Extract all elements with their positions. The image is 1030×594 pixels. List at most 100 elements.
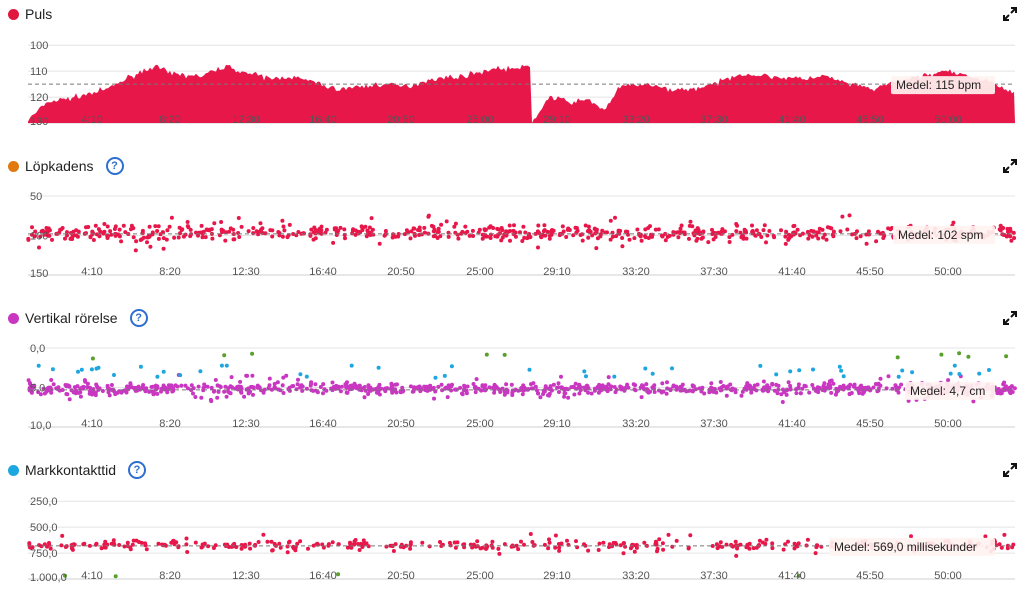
average-label-text: Medel: 102 spm <box>898 228 983 242</box>
data-point <box>436 226 441 231</box>
data-point <box>999 545 1004 550</box>
data-point <box>572 392 577 397</box>
data-point <box>453 221 458 226</box>
x-tick-label: 45:50 <box>856 114 884 126</box>
data-point <box>665 234 670 239</box>
data-point <box>371 232 376 237</box>
data-point <box>827 379 832 384</box>
data-point <box>396 232 401 236</box>
data-point <box>223 238 228 243</box>
data-point <box>188 227 193 232</box>
data-point <box>734 229 739 234</box>
data-point <box>754 228 759 233</box>
data-point <box>702 391 707 396</box>
expand-icon[interactable] <box>1002 462 1018 478</box>
data-point <box>38 392 43 397</box>
data-point <box>590 233 595 238</box>
data-point <box>219 220 224 224</box>
data-point <box>724 393 729 398</box>
data-point <box>338 225 343 230</box>
x-tick-label: 16:40 <box>309 570 337 582</box>
data-point <box>831 234 836 239</box>
data-point <box>542 389 547 394</box>
data-point <box>619 385 624 390</box>
data-point <box>231 227 236 232</box>
data-point <box>167 224 172 229</box>
data-point <box>682 232 687 237</box>
data-point <box>102 222 107 226</box>
data-point <box>322 387 327 392</box>
lopkadens-title: Löpkadens <box>25 158 94 174</box>
data-point <box>319 231 324 236</box>
data-point <box>899 382 904 387</box>
data-point <box>431 385 436 390</box>
data-point <box>475 539 480 544</box>
data-point <box>786 380 791 385</box>
markkontakttid-help-icon[interactable]: ? <box>128 461 147 479</box>
data-point <box>596 548 601 552</box>
puls-title: Puls <box>25 6 53 22</box>
data-point <box>49 378 54 382</box>
data-point <box>117 227 122 232</box>
data-point <box>360 545 365 549</box>
data-point <box>462 383 467 388</box>
data-point <box>109 383 114 387</box>
data-point <box>417 228 422 233</box>
data-point <box>239 224 244 229</box>
data-point <box>370 227 375 232</box>
data-point <box>580 238 585 243</box>
data-point <box>186 225 191 230</box>
data-point <box>678 226 683 231</box>
data-point <box>1004 234 1009 239</box>
expand-icon[interactable] <box>1002 158 1018 174</box>
average-label-bg <box>893 225 995 244</box>
data-point <box>94 382 99 387</box>
data-point <box>1000 226 1005 231</box>
data-point <box>825 225 830 230</box>
data-point <box>213 378 218 382</box>
data-point <box>196 233 200 238</box>
data-point <box>766 389 771 394</box>
data-point <box>155 391 160 396</box>
data-point <box>313 228 318 233</box>
data-point <box>871 385 876 390</box>
data-point <box>600 383 605 388</box>
vertikal-help-icon[interactable]: ? <box>129 309 148 327</box>
data-point <box>656 227 661 232</box>
data-point <box>776 383 781 388</box>
data-point <box>353 538 358 542</box>
data-point <box>431 234 436 239</box>
data-point <box>141 235 146 240</box>
expand-icon[interactable] <box>1002 6 1018 22</box>
data-point <box>710 227 714 232</box>
data-point <box>951 220 956 225</box>
x-tick-label: 25:00 <box>466 114 494 126</box>
data-point <box>86 225 91 229</box>
data-point <box>281 391 286 395</box>
expand-icon[interactable] <box>1002 310 1018 326</box>
data-point <box>893 383 898 388</box>
data-point <box>280 218 285 223</box>
data-point <box>101 231 106 236</box>
data-point <box>145 235 150 240</box>
data-point <box>65 230 69 235</box>
data-point <box>1008 229 1013 233</box>
data-point <box>209 399 214 404</box>
data-point <box>838 229 843 234</box>
outlier-point <box>788 369 793 374</box>
data-point <box>223 384 228 389</box>
data-point <box>770 541 775 546</box>
data-point <box>629 544 634 549</box>
data-point <box>295 382 300 387</box>
data-point <box>315 390 320 395</box>
x-tick-label: 50:00 <box>934 114 962 126</box>
x-tick-label: 25:00 <box>466 418 494 430</box>
data-point <box>538 234 543 239</box>
outlier-point <box>433 375 438 380</box>
data-point <box>601 540 606 545</box>
lopkadens-help-icon[interactable]: ? <box>105 157 124 175</box>
data-point <box>772 235 777 240</box>
data-point <box>604 384 609 389</box>
data-point <box>549 229 553 234</box>
average-label: Medel: 102 spm <box>893 225 995 244</box>
